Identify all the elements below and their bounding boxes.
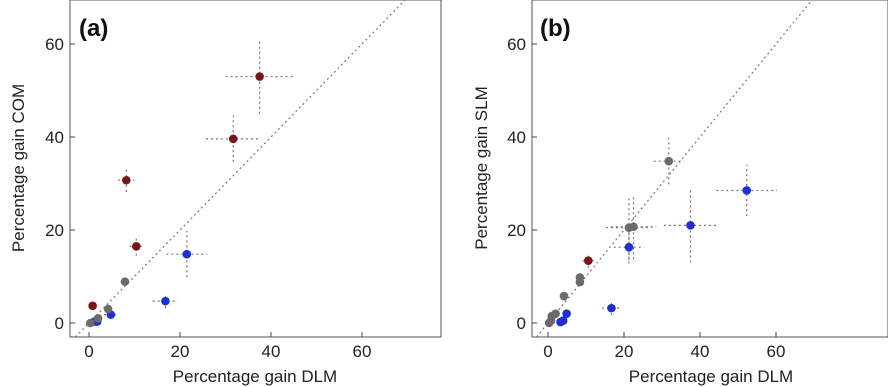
data-point-blue	[742, 186, 752, 195]
y-tick-label: 0	[55, 314, 64, 333]
identity-line	[74, 0, 406, 338]
data-point-grey	[103, 304, 113, 314]
plot-frame-a	[69, 0, 442, 338]
y-tick-label: 20	[45, 221, 64, 240]
data-point-grey	[559, 291, 569, 301]
y-axis-label-b: Percentage gain SLM	[472, 86, 491, 250]
y-tick-label: 60	[507, 35, 526, 54]
data-point-red	[255, 72, 264, 81]
ticks-b: 0 20 40 60 0 20 40 60	[507, 35, 785, 361]
y-tick-label: 60	[45, 35, 64, 54]
data-point-blue	[562, 309, 571, 319]
marks-b	[536, 0, 813, 338]
data-point-blue	[607, 303, 616, 313]
data-point-grey	[93, 314, 103, 323]
y-tick-label: 40	[45, 128, 64, 147]
panel-a: (a) Percentage gain DLM Percentage gain …	[9, 0, 442, 386]
y-tick-label: 0	[517, 314, 526, 333]
data-point-grey	[664, 156, 674, 166]
data-point-red	[583, 256, 593, 265]
plot-frame-b	[531, 0, 888, 338]
data-point-red	[132, 241, 141, 251]
x-tick-label: 20	[615, 342, 634, 361]
data-point-red	[122, 175, 131, 185]
y-tick-label: 20	[507, 221, 526, 240]
identity-line	[536, 0, 813, 338]
data-point-red	[228, 134, 238, 144]
y-axis-label-a: Percentage gain COM	[9, 84, 28, 252]
x-tick-label: 60	[767, 342, 786, 361]
data-point-blue	[558, 316, 568, 325]
panel-label-a: (a)	[79, 15, 108, 42]
data-point-grey	[120, 277, 130, 286]
data-point-blue	[182, 249, 192, 259]
x-tick-label: 40	[691, 342, 710, 361]
x-axis-label-a: Percentage gain DLM	[173, 367, 337, 386]
data-point-blue	[624, 242, 634, 252]
panel-b: (b) Percentage gain DLM Percentage gain …	[472, 0, 888, 386]
panel-label-b: (b)	[540, 15, 571, 42]
y-tick-label: 40	[507, 128, 526, 147]
x-tick-label: 0	[84, 342, 93, 361]
x-axis-label-b: Percentage gain DLM	[629, 367, 793, 386]
x-tick-label: 40	[262, 342, 281, 361]
data-point-grey	[86, 318, 95, 328]
ticks-a: 0 20 40 60 0 20 40 60	[45, 35, 371, 361]
data-point-blue	[161, 296, 170, 306]
x-tick-label: 20	[171, 342, 190, 361]
data-point-grey	[629, 222, 638, 232]
data-point-grey	[544, 318, 554, 328]
x-tick-label: 60	[353, 342, 372, 361]
marks-a	[74, 0, 406, 338]
data-point-red	[88, 301, 97, 311]
data-point-blue	[686, 221, 695, 230]
x-tick-label: 0	[543, 342, 552, 361]
data-point-grey	[575, 277, 585, 287]
